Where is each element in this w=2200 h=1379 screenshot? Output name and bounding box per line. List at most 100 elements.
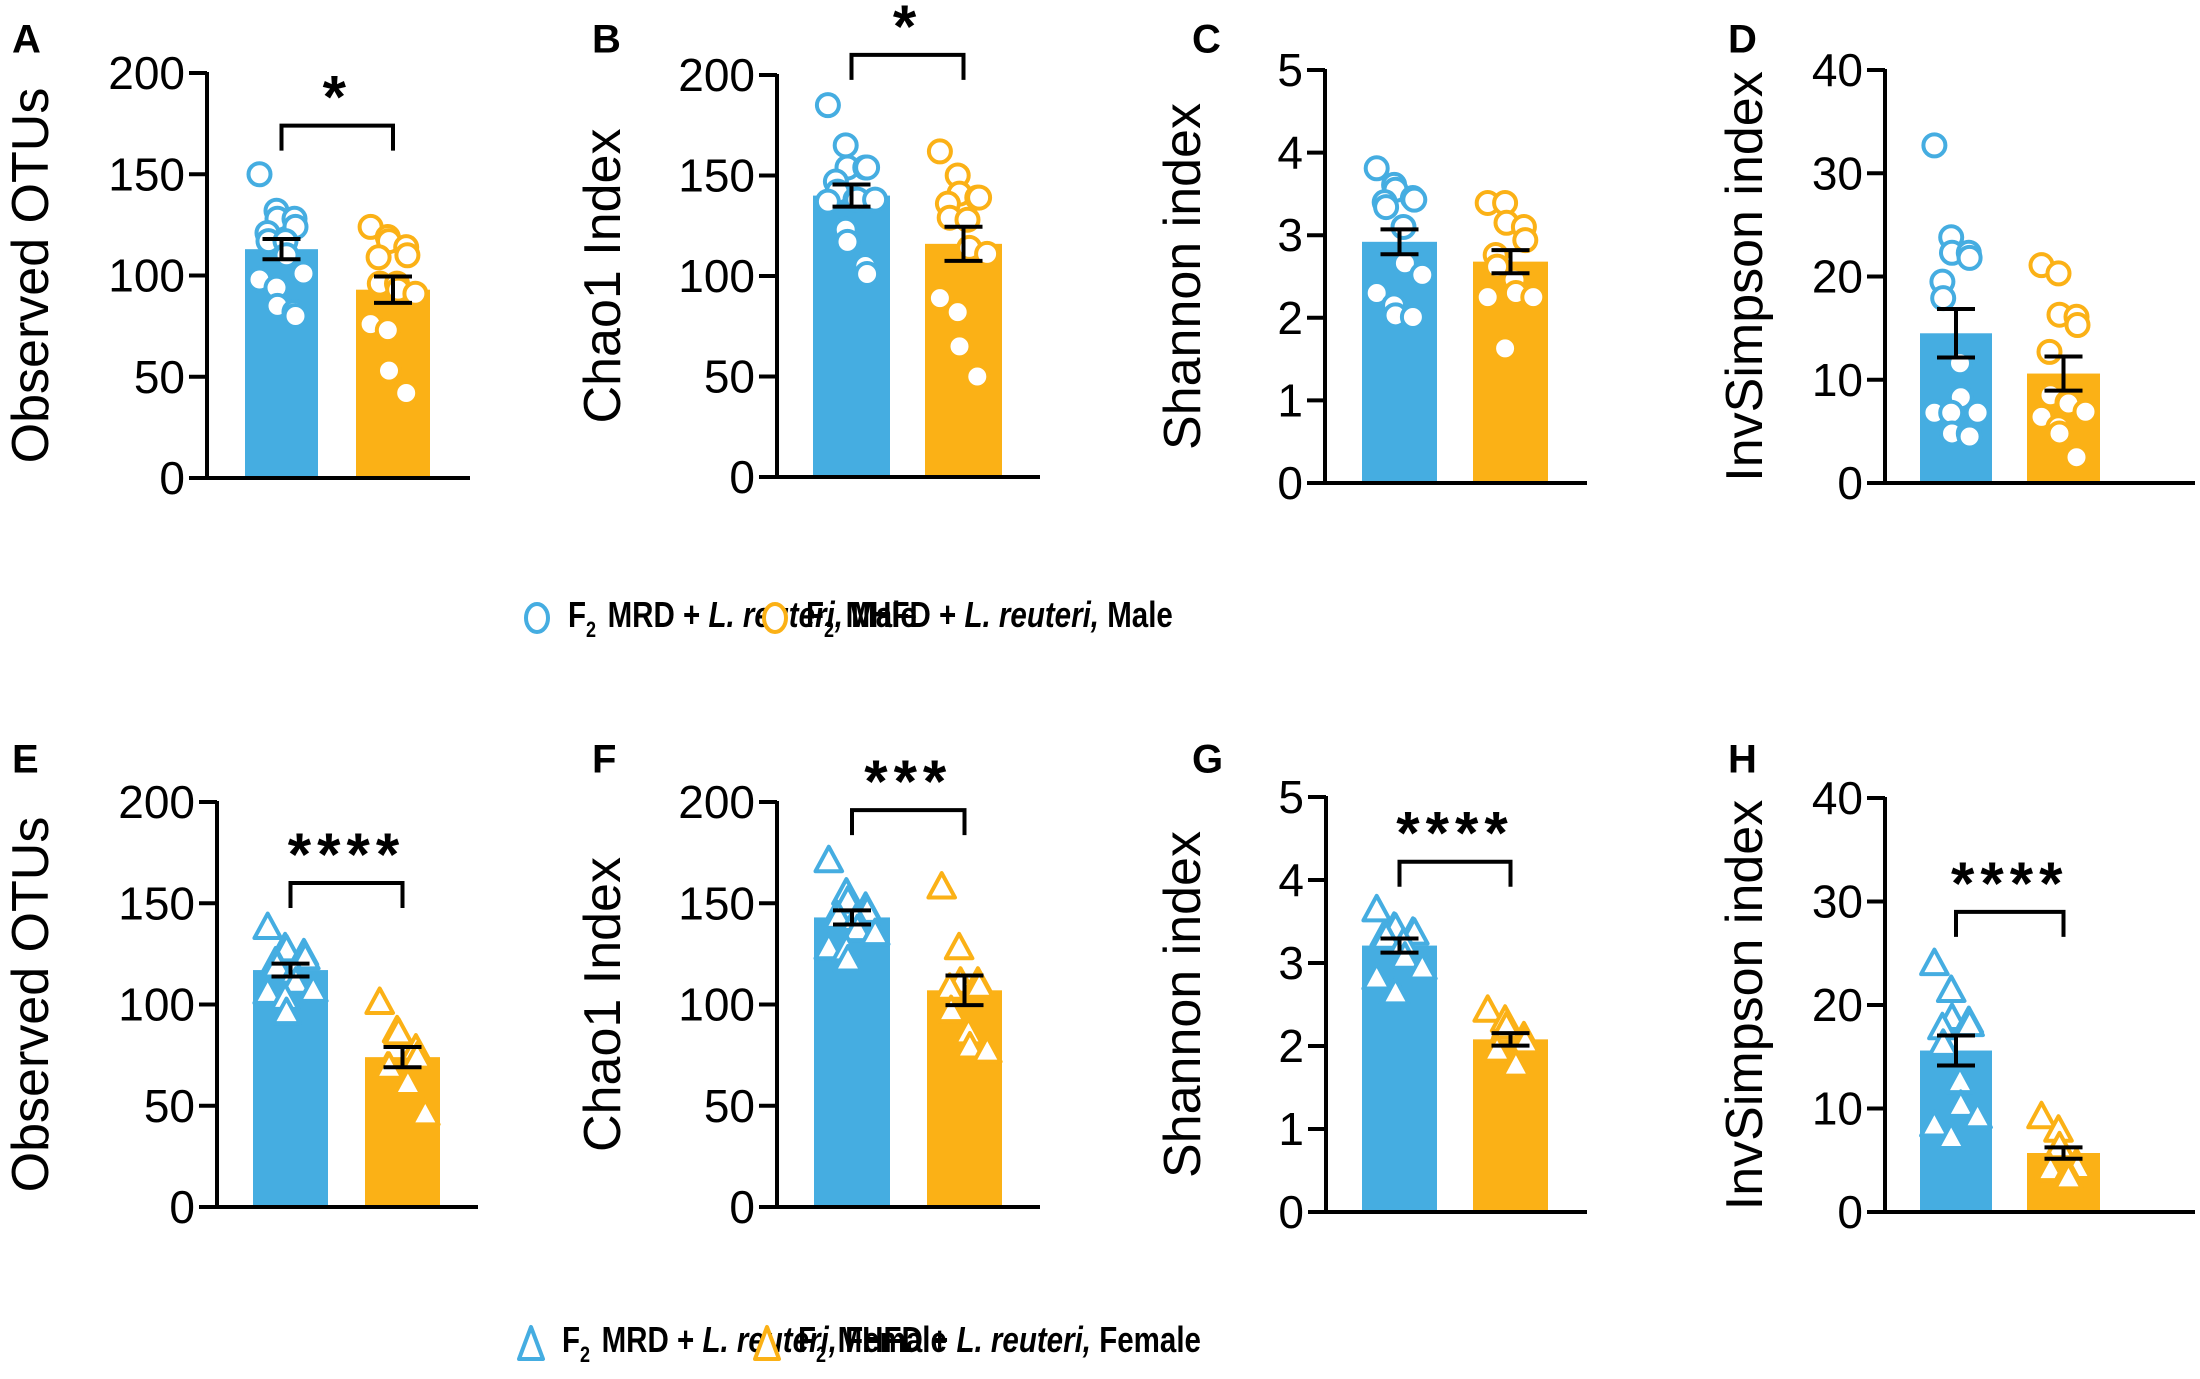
circle-icon <box>762 602 788 634</box>
legend-marker-shape <box>524 602 550 634</box>
data-point <box>1927 1028 1959 1057</box>
legend-prefix: F <box>798 1318 817 1360</box>
legend-label: F2 MHFD + L. reuteri, Female <box>798 1319 1201 1368</box>
y-tick-label: 200 <box>678 776 755 828</box>
legend-male-mhfd: F2 MHFD + L. reuteri, Male <box>760 593 1287 643</box>
data-point <box>926 138 953 165</box>
legend-group: MRD + <box>593 1318 703 1360</box>
significance-label: **** <box>1396 800 1513 867</box>
data-point <box>1935 974 1967 1004</box>
y-tick-label: 0 <box>159 452 185 504</box>
data-point <box>926 871 957 900</box>
data-point <box>964 970 995 999</box>
data-point <box>1474 284 1501 311</box>
y-tick-label: 100 <box>108 250 185 302</box>
y-tick-label: 0 <box>1837 457 1863 509</box>
legend-subscript: 2 <box>824 616 835 642</box>
data-point <box>1945 1089 1977 1118</box>
significance-label: *** <box>864 748 952 815</box>
data-point <box>832 943 864 973</box>
y-tick-label: 50 <box>704 1080 755 1132</box>
panel-letter: C <box>1192 18 1221 62</box>
data-point <box>252 911 283 941</box>
y-tick-label: 0 <box>1277 457 1303 509</box>
y-tick-label: 40 <box>1812 44 1863 96</box>
legend-sex: Male <box>842 593 917 635</box>
panel-letter: F <box>592 738 616 782</box>
y-tick-label: 50 <box>704 351 755 403</box>
y-axis-title: Observed OTUs <box>2 88 60 464</box>
data-point <box>964 363 991 390</box>
significance-bracket <box>850 808 967 836</box>
legend-subscript: 2 <box>586 616 597 642</box>
data-point <box>392 1067 424 1096</box>
data-point <box>394 242 421 269</box>
data-point <box>365 244 392 271</box>
legend-species: L. reuteri, <box>956 1318 1091 1360</box>
significance-bracket <box>279 123 395 151</box>
data-point <box>2026 1100 2057 1130</box>
y-tick-label: 0 <box>729 451 755 503</box>
y-tick-label: 100 <box>678 979 755 1031</box>
data-point <box>393 379 420 406</box>
data-point <box>1962 1100 1993 1130</box>
data-point <box>1409 261 1436 288</box>
data-point <box>1370 921 1402 950</box>
data-point <box>842 913 873 943</box>
legend-marker-shape <box>517 1325 545 1361</box>
y-axis-title: Chao1 Index <box>574 129 632 424</box>
legend-prefix: F <box>806 593 825 635</box>
data-point <box>298 974 329 1003</box>
y-tick-label: 2 <box>1278 1020 1304 1072</box>
y-tick-label: 200 <box>108 47 185 99</box>
data-point <box>2053 1161 2084 1191</box>
data-point <box>2063 444 2090 471</box>
data-point <box>1500 1049 1532 1078</box>
data-point <box>944 299 971 326</box>
legend-sex: Female <box>1090 1318 1201 1360</box>
y-tick-label: 150 <box>118 877 195 929</box>
data-point <box>252 976 283 1005</box>
data-point <box>376 357 402 384</box>
y-tick-label: 4 <box>1278 854 1304 906</box>
y-tick-label: 100 <box>678 250 755 302</box>
legend-sex: Male <box>1098 593 1173 635</box>
legend-prefix: F <box>562 1318 581 1360</box>
legend-prefix: F <box>568 593 587 635</box>
y-tick-label: 1 <box>1278 1103 1304 1155</box>
panel-letter: H <box>1728 738 1757 782</box>
data-point <box>1947 350 1973 377</box>
data-point <box>935 994 967 1024</box>
y-tick-label: 150 <box>678 877 755 929</box>
data-point <box>1472 994 1503 1023</box>
data-point <box>1363 280 1390 307</box>
significance-bracket <box>1954 909 2066 937</box>
legend-group: MHFD + <box>829 1318 957 1360</box>
data-point <box>1492 335 1519 362</box>
significance-bracket <box>288 881 405 908</box>
y-tick-label: 5 <box>1278 771 1304 823</box>
data-point <box>374 317 401 344</box>
data-point <box>1399 303 1426 330</box>
legend-group: MHFD + <box>837 593 965 635</box>
legend-label: F2 MHFD + L. reuteri, Male <box>806 594 1173 643</box>
y-tick-label: 20 <box>1812 251 1863 303</box>
data-point <box>273 242 300 269</box>
legend-sex: Female <box>836 1318 947 1360</box>
y-tick-label: 200 <box>678 49 755 101</box>
data-point <box>814 92 841 119</box>
y-tick-label: 1 <box>1277 374 1303 426</box>
data-point <box>834 228 861 255</box>
y-tick-label: 0 <box>169 1181 195 1233</box>
panel-letter: D <box>1728 18 1757 62</box>
triangle-icon <box>517 1325 545 1361</box>
y-axis-title: Chao1 Index <box>574 857 632 1152</box>
panel-f: F Chao1 Index 0 50 100 150 200 *** <box>574 738 1040 1233</box>
data-point <box>1401 186 1428 213</box>
circle-icon <box>524 602 550 634</box>
significance-label: **** <box>288 821 405 888</box>
y-axis-title: Observed OTUs <box>2 817 60 1193</box>
significance-bracket <box>849 52 966 80</box>
data-point <box>943 931 975 961</box>
